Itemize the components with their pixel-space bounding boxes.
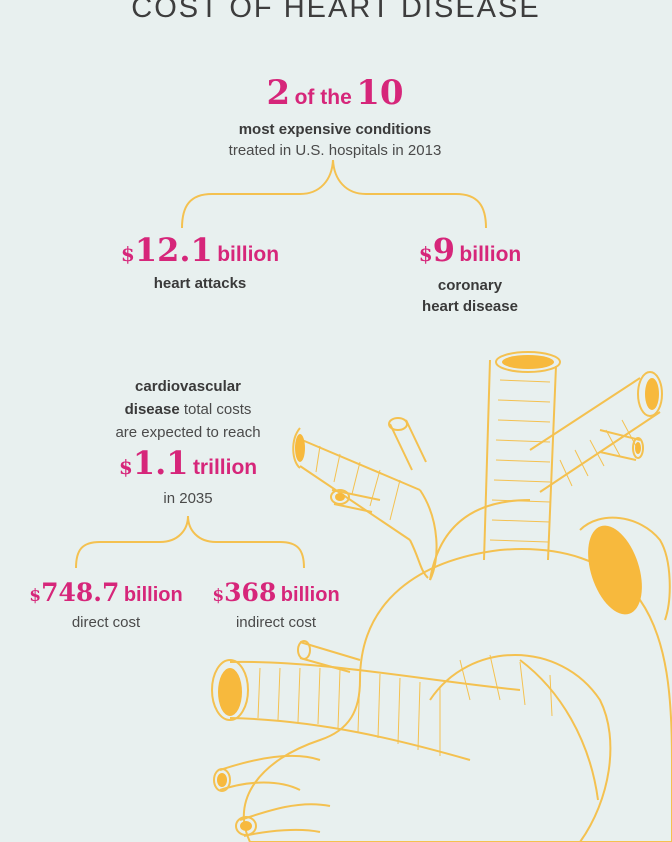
cvd-line2-bold: disease: [124, 401, 180, 418]
heart-attacks-amount: 12.1: [134, 231, 213, 269]
heart-attacks-unit: billion: [217, 243, 280, 266]
direct-cost-stat: $748.7 billion direct cost: [20, 576, 192, 631]
cvd-dollar: $: [118, 455, 133, 479]
indirect-amount: 368: [224, 578, 277, 607]
coronary-dollar: $: [418, 242, 433, 266]
cvd-year-line: in 2035: [163, 490, 213, 507]
heart-attacks-label: heart attacks: [153, 275, 247, 292]
cvd-amount: 1.1: [132, 444, 189, 482]
top-stat-connector: of the: [294, 86, 352, 109]
heart-outline: [211, 351, 672, 842]
indirect-dollar: $: [212, 586, 225, 606]
top-stat-line1: most expensive conditions: [238, 121, 432, 138]
direct-amount: 748.7: [41, 578, 120, 607]
cvd-line1: cardiovascular: [135, 378, 241, 395]
indirect-label: indirect cost: [235, 614, 317, 631]
top-stat-number-a: 2: [266, 73, 291, 113]
cvd-unit: trillion: [192, 456, 258, 479]
top-stat-number-b: 10: [356, 73, 404, 113]
direct-dollar: $: [29, 586, 42, 606]
coronary-unit: billion: [459, 243, 522, 266]
heart-attacks-stat: $12.1 billion heart attacks: [90, 232, 310, 292]
top-stat-line2: treated in U.S. hospitals in 2013: [228, 142, 442, 159]
direct-unit: billion: [123, 584, 183, 606]
cvd-line2-rest: total costs: [183, 401, 252, 418]
cvd-line3: are expected to reach: [115, 424, 261, 441]
indirect-unit: billion: [280, 584, 340, 606]
coronary-amount: 9: [432, 231, 455, 269]
cvd-stat: cardiovascular disease total costs are e…: [78, 376, 298, 509]
coronary-label1: coronary: [437, 277, 503, 294]
cvd-brace: [75, 515, 305, 569]
coronary-stat: $9 billion coronary heart disease: [360, 232, 580, 317]
indirect-cost-stat: $368 billion indirect cost: [198, 576, 354, 631]
heart-openings: [217, 355, 659, 831]
coronary-label2: heart disease: [422, 298, 518, 315]
page-title: COST OF HEART DISEASE: [131, 0, 541, 24]
direct-label: direct cost: [71, 614, 141, 631]
top-stat: 2 of the 10 most expensive conditions tr…: [170, 76, 500, 159]
heart-attacks-dollar: $: [120, 242, 135, 266]
top-brace: [181, 159, 487, 229]
